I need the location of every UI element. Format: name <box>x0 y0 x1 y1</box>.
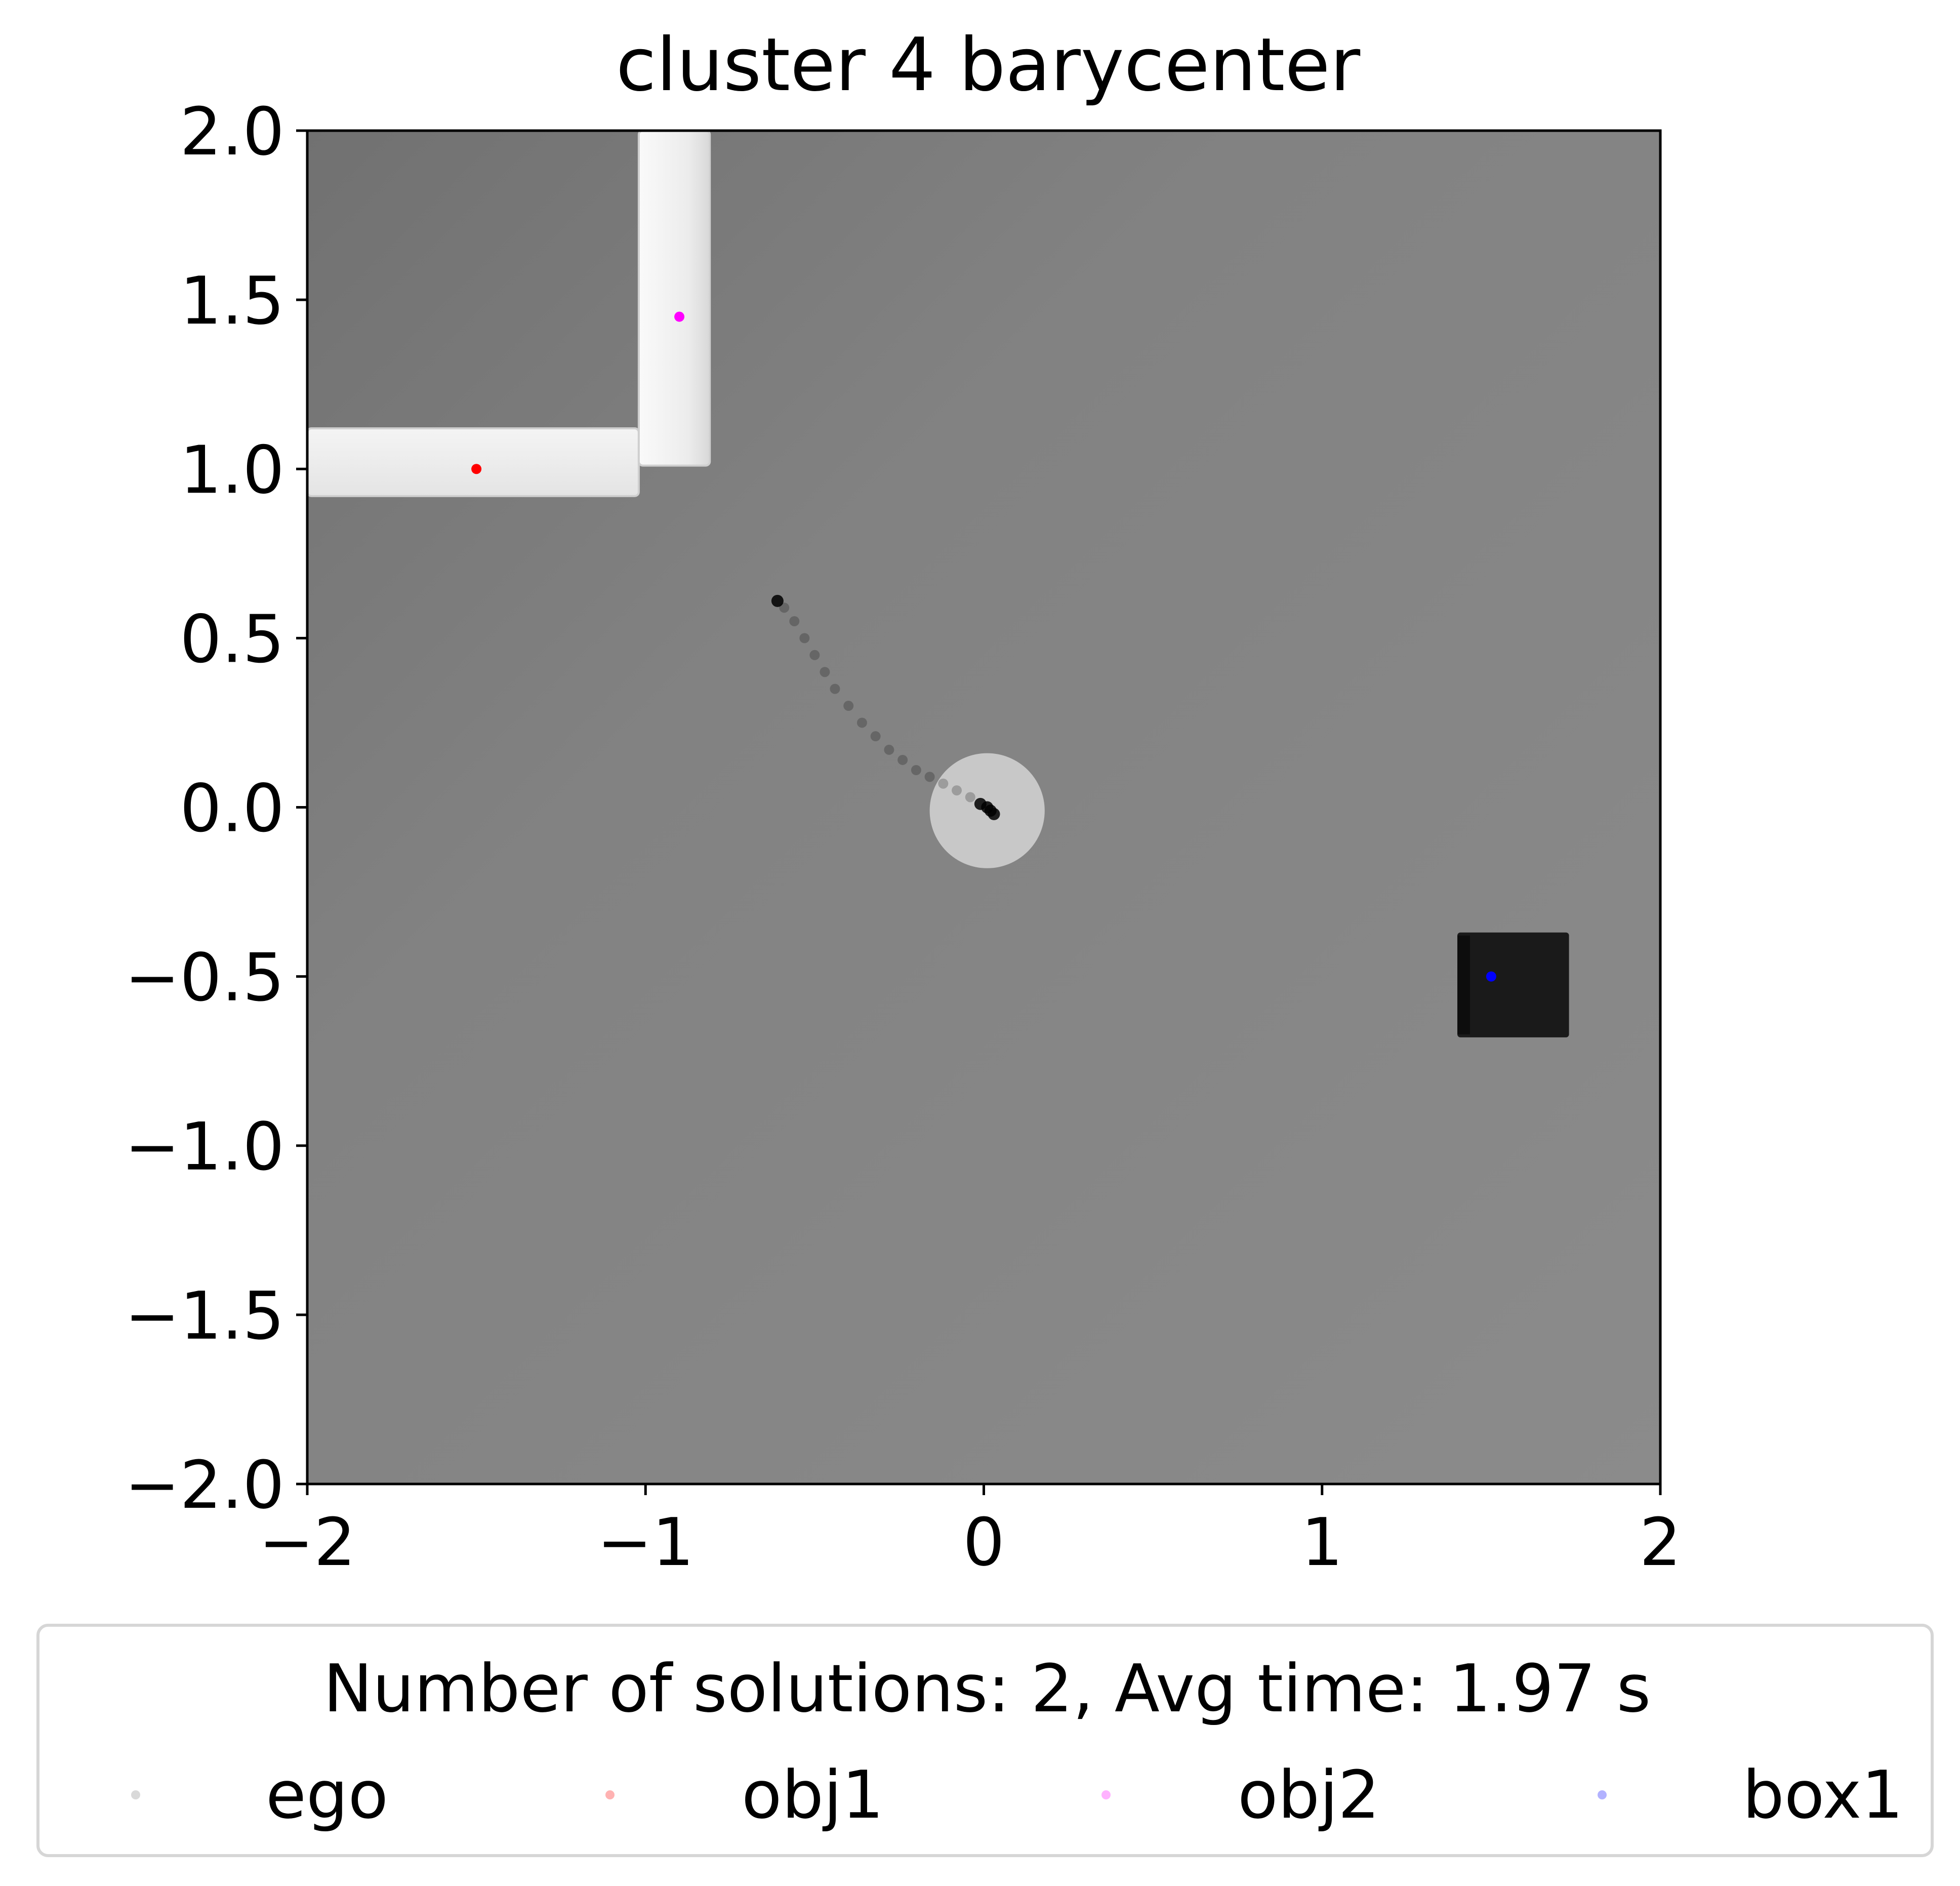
x-axis: −2 −1 0 1 2 <box>259 1484 1681 1581</box>
legend-label-ego: ego <box>266 1756 388 1833</box>
point-box1 <box>1486 971 1496 982</box>
box1-block-side <box>1457 935 1471 1034</box>
point-ego <box>789 616 800 626</box>
x-tick-label: −1 <box>597 1504 694 1581</box>
point-ego <box>911 765 921 775</box>
point-obj1 <box>471 464 482 474</box>
y-tick-label: −1.0 <box>125 1108 284 1185</box>
series-box1 <box>1486 971 1496 982</box>
legend-frame <box>36 1624 1934 1857</box>
series-ego <box>771 594 1000 820</box>
x-tick-label: 2 <box>1640 1504 1682 1581</box>
y-tick-label: 0.5 <box>180 600 284 677</box>
legend-marker-obj1 <box>605 1790 615 1799</box>
x-tick-label: 0 <box>963 1504 1005 1581</box>
legend-marker-obj2 <box>1101 1790 1111 1799</box>
series-obj2 <box>674 311 685 322</box>
plot-area <box>307 131 1660 1484</box>
point-ego <box>952 785 962 796</box>
point-ego <box>897 754 908 765</box>
point-ego <box>924 772 935 782</box>
legend: Number of solutions: 2, Avg time: 1.97 s… <box>36 1624 1934 1857</box>
legend-title: Number of solutions: 2, Avg time: 1.97 s <box>323 1650 1651 1727</box>
y-tick-label: −1.5 <box>125 1277 284 1354</box>
box1-block <box>1457 932 1569 1037</box>
point-ego <box>870 731 881 742</box>
legend-marker-ego <box>131 1790 140 1799</box>
marks-layer <box>471 311 1496 982</box>
point-ego <box>830 684 840 694</box>
legend-entries: ego obj1 obj2 box1 <box>131 1756 1903 1833</box>
scene-layer <box>307 131 1569 1037</box>
legend-label-obj2: obj2 <box>1238 1756 1380 1833</box>
series-obj1 <box>471 464 482 474</box>
point-ego <box>779 603 790 613</box>
y-tick-label: −2.0 <box>125 1447 284 1523</box>
point-ego <box>799 633 810 644</box>
legend-label-obj1: obj1 <box>742 1756 884 1833</box>
y-tick-label: −0.5 <box>125 939 284 1016</box>
x-tick-label: −2 <box>259 1504 356 1581</box>
chart-title: cluster 4 barycenter <box>616 22 1361 108</box>
legend-label-box1: box1 <box>1742 1756 1903 1833</box>
y-tick-label: 2.0 <box>180 93 284 170</box>
y-tick-label: 0.0 <box>180 770 284 847</box>
wall-horizontal <box>307 427 640 497</box>
x-tick-label: 1 <box>1301 1504 1343 1581</box>
y-axis: 2.0 1.5 1.0 0.5 0.0 −0.5 −1.0 −1.5 −2.0 <box>125 93 307 1523</box>
y-tick-label: 1.0 <box>180 431 284 508</box>
point-ego <box>809 650 820 660</box>
point-ego <box>856 717 867 728</box>
point-ego <box>820 667 830 677</box>
point-obj2 <box>674 311 685 322</box>
y-tick-label: 1.5 <box>180 262 284 339</box>
point-ego <box>988 808 1000 820</box>
legend-marker-box1 <box>1598 1790 1607 1799</box>
point-ego <box>771 594 784 607</box>
point-ego <box>938 778 949 789</box>
point-ego <box>884 744 894 755</box>
point-ego <box>843 701 854 711</box>
point-ego <box>965 792 975 802</box>
wall-vertical <box>637 131 711 467</box>
